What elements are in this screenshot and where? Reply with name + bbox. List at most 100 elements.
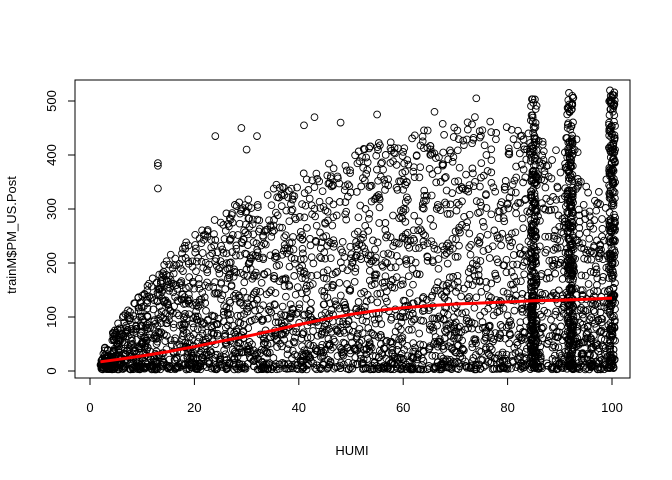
data-point (496, 234, 504, 242)
data-point (554, 343, 563, 352)
data-point (374, 314, 383, 323)
data-point (362, 350, 371, 359)
data-point (309, 341, 318, 350)
data-point (503, 199, 512, 208)
data-point (137, 329, 145, 338)
data-point (172, 363, 181, 372)
data-point (611, 122, 619, 130)
data-point (608, 176, 616, 184)
data-point (455, 186, 464, 194)
data-point (610, 188, 619, 197)
data-point (498, 229, 507, 238)
data-point (426, 142, 435, 150)
data-point (429, 327, 438, 335)
data-point (476, 311, 484, 320)
data-point (295, 213, 304, 221)
data-point (178, 324, 187, 332)
data-point (163, 364, 172, 372)
data-point (196, 349, 204, 357)
data-point (565, 166, 574, 175)
data-point (606, 238, 614, 247)
data-point (505, 339, 513, 348)
data-point (365, 214, 373, 223)
data-point (531, 248, 539, 257)
data-point (190, 330, 198, 339)
data-point (344, 192, 352, 201)
data-point (143, 282, 152, 290)
data-point (383, 336, 391, 345)
data-point (339, 317, 347, 326)
data-point (300, 255, 308, 263)
data-point (326, 345, 335, 354)
data-point (288, 205, 297, 214)
data-point (423, 252, 432, 261)
data-point (253, 348, 262, 357)
data-point (230, 355, 239, 363)
data-point (605, 249, 614, 258)
data-point (565, 284, 574, 293)
data-point (240, 270, 248, 279)
data-point (589, 268, 598, 277)
data-point (160, 297, 169, 305)
data-point (463, 184, 472, 193)
data-point (239, 287, 248, 296)
data-point (418, 294, 427, 303)
data-point (431, 337, 439, 346)
data-point (551, 243, 560, 252)
data-point (528, 349, 537, 357)
data-point (550, 205, 559, 214)
data-point (548, 156, 556, 164)
data-point (605, 166, 613, 175)
data-point (388, 346, 397, 355)
data-point (491, 187, 500, 196)
data-point (368, 330, 377, 338)
data-point (338, 264, 347, 272)
data-point (503, 289, 512, 298)
data-point (247, 355, 255, 363)
data-point (317, 329, 326, 338)
data-point (399, 313, 407, 322)
data-point (530, 156, 539, 165)
data-point (187, 356, 196, 364)
data-point (481, 328, 490, 337)
data-point (407, 364, 416, 373)
x-tick-label: 100 (601, 400, 623, 415)
data-point (149, 362, 157, 370)
data-point (259, 315, 268, 324)
data-point (401, 198, 410, 206)
data-point (223, 274, 232, 283)
data-point (434, 264, 443, 273)
data-point (287, 207, 296, 215)
data-point (409, 309, 417, 318)
data-point (509, 260, 517, 269)
data-point (302, 270, 311, 279)
data-point (226, 258, 235, 267)
data-point (399, 280, 407, 289)
data-point (255, 254, 263, 263)
data-point (260, 269, 268, 278)
data-point (464, 324, 472, 333)
data-point (516, 243, 524, 252)
data-point (528, 113, 537, 122)
data-point (267, 286, 275, 295)
data-point (609, 284, 618, 293)
data-point (388, 283, 397, 292)
data-point (496, 321, 505, 329)
data-point (493, 255, 501, 264)
data-point (477, 173, 485, 182)
data-point (606, 92, 615, 100)
data-point (316, 204, 325, 212)
data-point (569, 240, 577, 249)
data-point (236, 344, 244, 353)
data-point (528, 249, 536, 257)
data-point (283, 249, 291, 258)
data-point (271, 301, 279, 309)
data-point (217, 279, 225, 288)
data-point (440, 308, 448, 317)
data-point (529, 359, 537, 368)
data-point (359, 359, 368, 368)
data-point (337, 245, 345, 254)
data-point (398, 152, 407, 160)
data-point (296, 227, 305, 236)
data-point (280, 241, 289, 249)
